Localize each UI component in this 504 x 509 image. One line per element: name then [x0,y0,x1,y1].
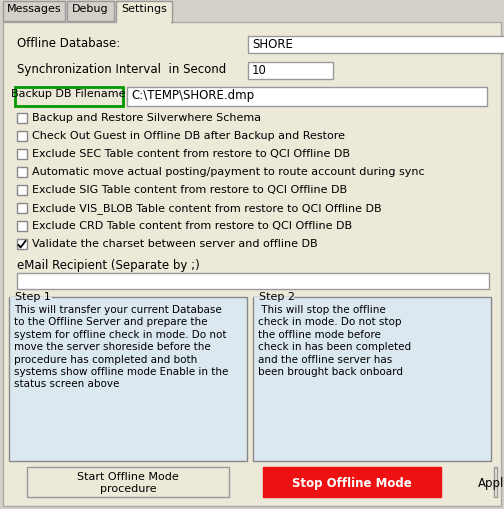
FancyBboxPatch shape [17,167,27,177]
Text: Automatic move actual posting/payment to route account during sync: Automatic move actual posting/payment to… [32,167,425,177]
Text: C:\TEMP\SHORE.dmp: C:\TEMP\SHORE.dmp [131,89,254,102]
FancyBboxPatch shape [17,149,27,159]
FancyBboxPatch shape [253,297,491,461]
FancyBboxPatch shape [17,239,27,249]
FancyBboxPatch shape [67,1,114,21]
Text: Start Offline Mode
procedure: Start Offline Mode procedure [77,472,179,494]
FancyBboxPatch shape [248,36,504,53]
Text: Step 1: Step 1 [15,292,51,302]
Text: Check Out Guest in Offline DB after Backup and Restore: Check Out Guest in Offline DB after Back… [32,131,345,141]
FancyBboxPatch shape [0,0,504,22]
FancyBboxPatch shape [248,62,333,79]
FancyBboxPatch shape [127,87,487,106]
FancyBboxPatch shape [17,221,27,231]
Text: Synchronization Interval  in Second: Synchronization Interval in Second [17,63,226,76]
Text: 10: 10 [252,64,267,77]
Text: Backup and Restore Silverwhere Schema: Backup and Restore Silverwhere Schema [32,113,261,123]
FancyBboxPatch shape [3,1,65,21]
Text: Exclude CRD Table content from restore to QCI Offline DB: Exclude CRD Table content from restore t… [32,221,352,231]
FancyBboxPatch shape [17,273,489,289]
FancyBboxPatch shape [9,297,247,461]
Text: Validate the charset between server and offline DB: Validate the charset between server and … [32,239,318,249]
FancyBboxPatch shape [17,203,27,213]
FancyBboxPatch shape [254,297,294,299]
Text: Messages: Messages [7,4,61,14]
Text: Debug: Debug [72,4,108,14]
FancyBboxPatch shape [10,297,52,299]
FancyBboxPatch shape [116,1,172,22]
Text: Exclude SEC Table content from restore to QCI Offline DB: Exclude SEC Table content from restore t… [32,149,350,159]
Text: Exclude SIG Table content from restore to QCI Offline DB: Exclude SIG Table content from restore t… [32,185,347,195]
FancyBboxPatch shape [263,467,441,497]
Text: Exclude VIS_BLOB Table content from restore to QCI Offline DB: Exclude VIS_BLOB Table content from rest… [32,203,382,214]
FancyBboxPatch shape [17,185,27,195]
FancyBboxPatch shape [3,22,501,506]
Text: Stop Offline Mode: Stop Offline Mode [292,477,412,490]
FancyBboxPatch shape [17,131,27,141]
Text: This will transfer your current Database
to the Offline Server and prepare the
s: This will transfer your current Database… [14,305,228,389]
Text: SHORE: SHORE [252,38,293,51]
FancyBboxPatch shape [494,467,497,497]
FancyBboxPatch shape [17,113,27,123]
FancyBboxPatch shape [117,21,171,24]
Text: Apply: Apply [478,477,504,490]
Text: This will stop the offline
check in mode. Do not stop
the offline mode before
ch: This will stop the offline check in mode… [258,305,411,377]
Text: Step 2: Step 2 [259,292,295,302]
Text: Settings: Settings [121,4,167,14]
FancyBboxPatch shape [27,467,229,497]
Text: Backup DB Filename: Backup DB Filename [11,89,125,99]
FancyBboxPatch shape [15,87,123,106]
Text: Offline Database:: Offline Database: [17,37,120,50]
Text: eMail Recipient (Separate by ;): eMail Recipient (Separate by ;) [17,259,200,272]
